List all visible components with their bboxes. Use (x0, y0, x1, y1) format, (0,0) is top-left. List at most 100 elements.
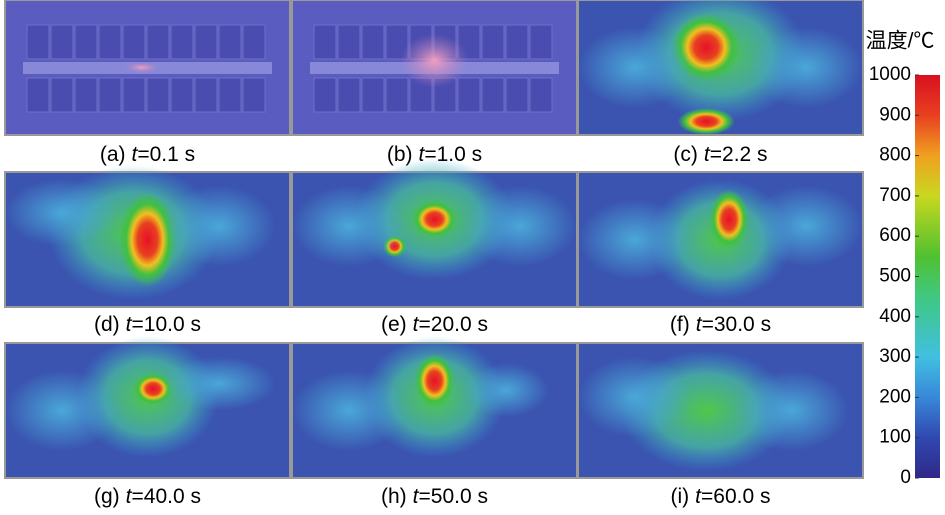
tick-label: 300 (879, 346, 911, 367)
room-panel (218, 24, 242, 60)
caption-part: =20.0 s (419, 313, 488, 336)
heat-region (5, 370, 119, 451)
room-panel (50, 77, 74, 113)
room-panel (122, 24, 146, 60)
heat-region (749, 27, 863, 108)
room-panel (98, 24, 122, 60)
room-panel (146, 24, 170, 60)
panel-caption: (h) t=50.0 s (381, 485, 488, 508)
heat-region (292, 185, 406, 267)
room-panel (361, 77, 385, 113)
heat-region (749, 185, 863, 267)
heat-region (292, 370, 406, 451)
heat-region (677, 108, 735, 135)
tick-label: 1000 (869, 64, 911, 85)
caption-part: (c) (673, 143, 698, 166)
caption-part: =50.0 s (419, 485, 488, 508)
caption-part: =10.0 s (132, 313, 201, 336)
heat-region (463, 185, 577, 267)
caption-part: t (704, 143, 711, 166)
room-panel (385, 77, 409, 113)
heat-region (578, 356, 692, 438)
caption-part: t (126, 313, 133, 336)
panel-caption: (g) t=40.0 s (94, 485, 201, 508)
tick-label: 100 (879, 427, 911, 448)
tick-label: 700 (879, 185, 911, 206)
colorbar-ticks: 0 100 200 300 400 500 600 700 800 900 1000 (869, 64, 919, 488)
room-panel (170, 77, 194, 113)
heat-region (578, 27, 692, 108)
caption-part: t (695, 485, 702, 508)
room-panel (313, 77, 337, 113)
panel-caption: (a) t=0.1 s (100, 143, 195, 166)
room-panel (337, 77, 361, 113)
panels: (a) t=0.1 s (b) t=1.0 s (c) t=2.2 s(d) t=10.0 … (4, 0, 864, 508)
tick-label: 200 (879, 386, 911, 407)
heat-region (414, 353, 455, 408)
tick-label: 400 (879, 306, 911, 327)
room-panel (481, 77, 505, 113)
caption-part: (i) (671, 485, 690, 508)
caption-part: =30.0 s (702, 313, 771, 336)
caption-part: t (132, 143, 139, 166)
caption-part: =60.0 s (701, 485, 770, 508)
heat-region (411, 200, 458, 239)
heat-region (161, 185, 276, 267)
heat-region (463, 363, 549, 418)
caption-part: t (413, 313, 420, 336)
room-panel (242, 77, 266, 113)
caption-part: (a) (100, 143, 126, 166)
caption-part: =40.0 s (132, 485, 201, 508)
caption-part: (h) (381, 485, 407, 508)
room-panel (50, 24, 74, 60)
tick-label: 500 (879, 266, 911, 287)
room-panel (242, 24, 266, 60)
caption-part: =0.1 s (137, 143, 195, 166)
room-panel (481, 24, 505, 60)
room-panel (529, 24, 553, 60)
heat-region (578, 199, 692, 280)
caption-part: t (126, 485, 133, 508)
heat-region (734, 370, 849, 451)
room-panel (98, 77, 122, 113)
caption-part: t (696, 313, 703, 336)
room-panel (170, 24, 194, 60)
room-panel (74, 77, 98, 113)
panel-caption: (d) t=10.0 s (94, 313, 201, 336)
caption-part: (b) (387, 143, 413, 166)
panel-caption: (i) t=60.0 s (671, 485, 771, 508)
caption-part: t (413, 485, 420, 508)
room-panel (361, 24, 385, 60)
room-panel (313, 24, 337, 60)
room-panel (457, 77, 481, 113)
panel-caption: (f) t=30.0 s (670, 313, 771, 336)
room-panel (26, 77, 50, 113)
room-panel (194, 24, 218, 60)
room-panel (146, 77, 170, 113)
colorbar-title: 温度/℃ (866, 30, 935, 53)
panel-caption: (e) t=20.0 s (381, 313, 488, 336)
colorbar (915, 75, 940, 478)
room-panel (194, 77, 218, 113)
room-panel (385, 24, 409, 60)
heat-region (709, 189, 749, 249)
heat-region (400, 33, 469, 88)
heat-region (161, 356, 276, 411)
heat-region (124, 62, 159, 73)
room-panel (122, 77, 146, 113)
room-panel (505, 77, 529, 113)
room-panel (337, 24, 361, 60)
tick-label: 600 (879, 225, 911, 246)
room-panel (218, 77, 242, 113)
heat-region (5, 178, 119, 247)
caption-part: t (419, 143, 426, 166)
caption-part: (g) (94, 485, 120, 508)
caption-part: (e) (381, 313, 407, 336)
panel-caption: (c) t=2.2 s (673, 143, 767, 166)
heat-region (119, 192, 176, 287)
tick-label: 900 (879, 104, 911, 125)
room-panel (529, 77, 553, 113)
caption-part: (f) (670, 313, 690, 336)
room-panel (74, 24, 98, 60)
